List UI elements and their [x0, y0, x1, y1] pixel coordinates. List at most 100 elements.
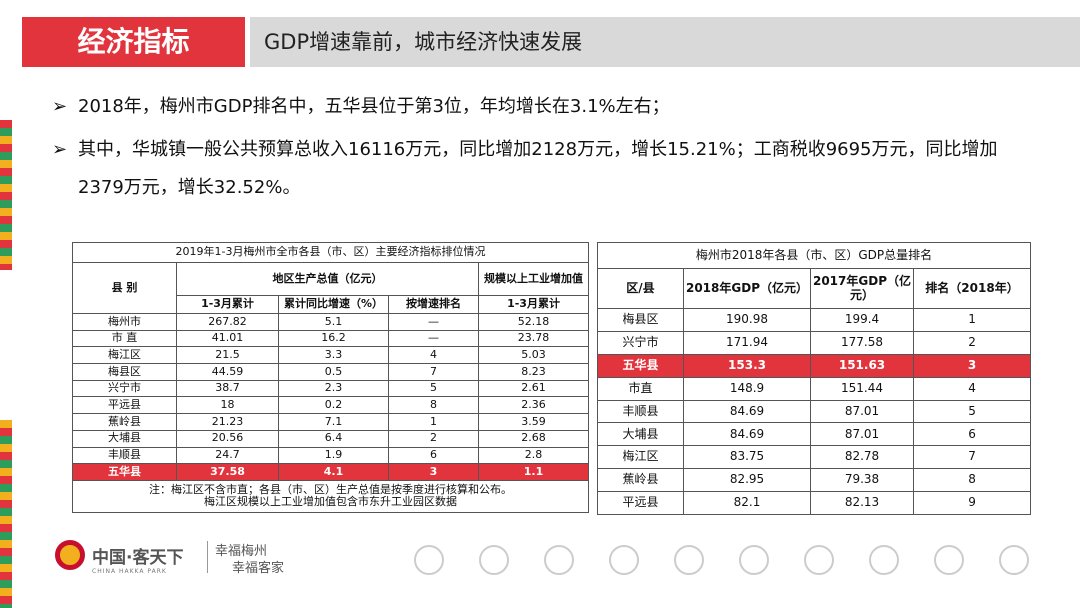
table-cell: 2.61 — [477, 379, 590, 398]
table-cell: 190.98 — [683, 308, 811, 332]
table-row: 大埔县 84.69 87.01 6 — [597, 422, 1032, 447]
table-cell: 1 — [912, 308, 1032, 332]
table-cell: 5 — [388, 379, 479, 398]
table-cell: 148.9 — [683, 376, 811, 401]
table-cell: 大埔县 — [72, 429, 177, 448]
table-cell: 8 — [912, 468, 1032, 493]
ornament — [804, 545, 834, 575]
table-row: 兴宁市 38.7 2.3 5 2.61 — [72, 379, 590, 398]
table-cell: 兴宁市 — [597, 330, 684, 355]
table-cell: 梅县区 — [72, 363, 177, 381]
table-cell: 8 — [388, 396, 479, 415]
table-row: 梅县区 44.59 0.5 7 8.23 — [72, 363, 590, 381]
table-row: 蕉岭县 21.23 7.1 1 3.59 — [72, 413, 590, 431]
table-cell: 3.59 — [477, 413, 590, 431]
table-cell: 1.1 — [477, 463, 590, 481]
table-cell: 5 — [912, 399, 1032, 424]
table-cell: 37.58 — [176, 463, 279, 481]
slogan: 幸福梅州 — [215, 544, 268, 559]
table-row: 兴宁市 171.94 177.58 2 — [597, 330, 1032, 355]
table-cell: 5.1 — [278, 313, 389, 331]
table-cell: 21.23 — [176, 413, 279, 431]
table-row: 五华县 37.58 4.1 3 1.1 — [72, 463, 590, 481]
header-cell: 2017年GDP（亿元） — [810, 268, 914, 309]
table-cell: 0.2 — [278, 396, 389, 415]
table-cell: 151.63 — [810, 353, 914, 378]
table-cell: 1.9 — [278, 446, 389, 465]
table-cell: 177.58 — [810, 330, 914, 355]
header-cell: 1-3月累计 — [477, 295, 590, 314]
table-row: 丰顺县 84.69 87.01 5 — [597, 399, 1032, 424]
table-cell: 9 — [912, 491, 1032, 516]
table: 梅州市2018年各县（市、区）GDP总量排名 区/县 2018年GDP（亿元） 20… — [596, 242, 1032, 516]
table-cell: 3 — [388, 463, 479, 481]
table-cell: 21.5 — [176, 346, 279, 365]
table-cell: 18 — [176, 396, 279, 415]
ornament — [609, 545, 639, 575]
table-row: 五华县 153.3 151.63 3 — [597, 353, 1032, 378]
table-cell: 市 直 — [72, 329, 177, 348]
table-cell: 7 — [912, 445, 1032, 470]
decoration — [0, 120, 12, 270]
ornament — [674, 545, 704, 575]
table-cell: 199.4 — [810, 308, 914, 332]
table-cell: 84.69 — [683, 422, 811, 447]
table-cell: 兴宁市 — [72, 379, 177, 398]
table-cell: 24.7 — [176, 446, 279, 465]
ornament — [869, 545, 899, 575]
table-cell: 171.94 — [683, 330, 811, 355]
table-cell: 7 — [388, 363, 479, 381]
table-cell: 6 — [388, 446, 479, 465]
table-cell: 87.01 — [810, 399, 914, 424]
table-cell: 38.7 — [176, 379, 279, 398]
table-cell: 6 — [912, 422, 1032, 447]
table-row: 丰顺县 24.7 1.9 6 2.8 — [72, 446, 590, 465]
table-cell: 82.95 — [683, 468, 811, 493]
table-cell: 五华县 — [597, 353, 684, 378]
table-cell: 16.2 — [278, 329, 389, 348]
header-cell: 1-3月累计 — [176, 295, 279, 314]
table-cell: 丰顺县 — [72, 446, 177, 465]
table-cell: 0.5 — [278, 363, 389, 381]
table-cell: 2.68 — [477, 429, 590, 448]
table-cell: 五华县 — [72, 463, 177, 481]
table-cell: 3 — [912, 353, 1032, 378]
ornament — [934, 545, 964, 575]
table-cell: 4 — [912, 376, 1032, 401]
table-cell: 8.23 — [477, 363, 590, 381]
header-cell: 区/县 — [597, 268, 684, 309]
brand: 中国·客天下 — [92, 548, 184, 568]
header-cell: 按增速排名 — [388, 295, 479, 314]
ornament — [999, 545, 1029, 575]
table-title: 2019年1-3月梅州市全市各县（市、区）主要经济指标排位情况 — [71, 242, 590, 263]
table-cell: 44.59 — [176, 363, 279, 381]
table-cell: 82.13 — [810, 491, 914, 516]
table-cell: 3.3 — [278, 346, 389, 365]
table-cell: 52.18 — [477, 313, 590, 331]
table-cell: 2 — [912, 330, 1032, 355]
header-cell: 2018年GDP（亿元） — [683, 268, 811, 309]
table-row: 平远县 18 0.2 8 2.36 — [72, 396, 590, 415]
table-cell: 82.78 — [810, 445, 914, 470]
subtitle: GDP增速靠前，城市经济快速发展 — [250, 17, 1080, 67]
table-cell: 大埔县 — [597, 422, 684, 447]
note: 注：梅江区不含市直；各县（市、区）生产总值是按季度进行核算和公布。 — [149, 482, 513, 496]
note-cell: 注：梅江区不含市直；各县（市、区）生产总值是按季度进行核算和公布。 梅江区规模以上… — [71, 479, 590, 513]
divider — [207, 541, 208, 573]
table-cell: 4 — [388, 346, 479, 365]
table-cell: 梅县区 — [597, 308, 684, 332]
ornament — [479, 545, 509, 575]
table-cell: 83.75 — [683, 445, 811, 470]
table-row: 市 直 41.01 16.2—23.78 — [72, 329, 590, 348]
table-cell: 5.03 — [477, 346, 590, 365]
brand-en: CHINA HAKKA PARK — [92, 568, 167, 575]
bullet: 其中，华城镇一般公共预算总收入16116万元，同比增加2128万元，增长15.2… — [52, 131, 1012, 207]
table-cell: 梅江区 — [597, 445, 684, 470]
table-cell: 丰顺县 — [597, 399, 684, 424]
section-title: 经济指标 — [22, 17, 245, 67]
header-cell: 排名（2018年） — [912, 268, 1032, 309]
table-cell: 梅江区 — [72, 346, 177, 365]
table-cell: 梅州市 — [72, 313, 177, 331]
table-cell: 2.8 — [477, 446, 590, 465]
